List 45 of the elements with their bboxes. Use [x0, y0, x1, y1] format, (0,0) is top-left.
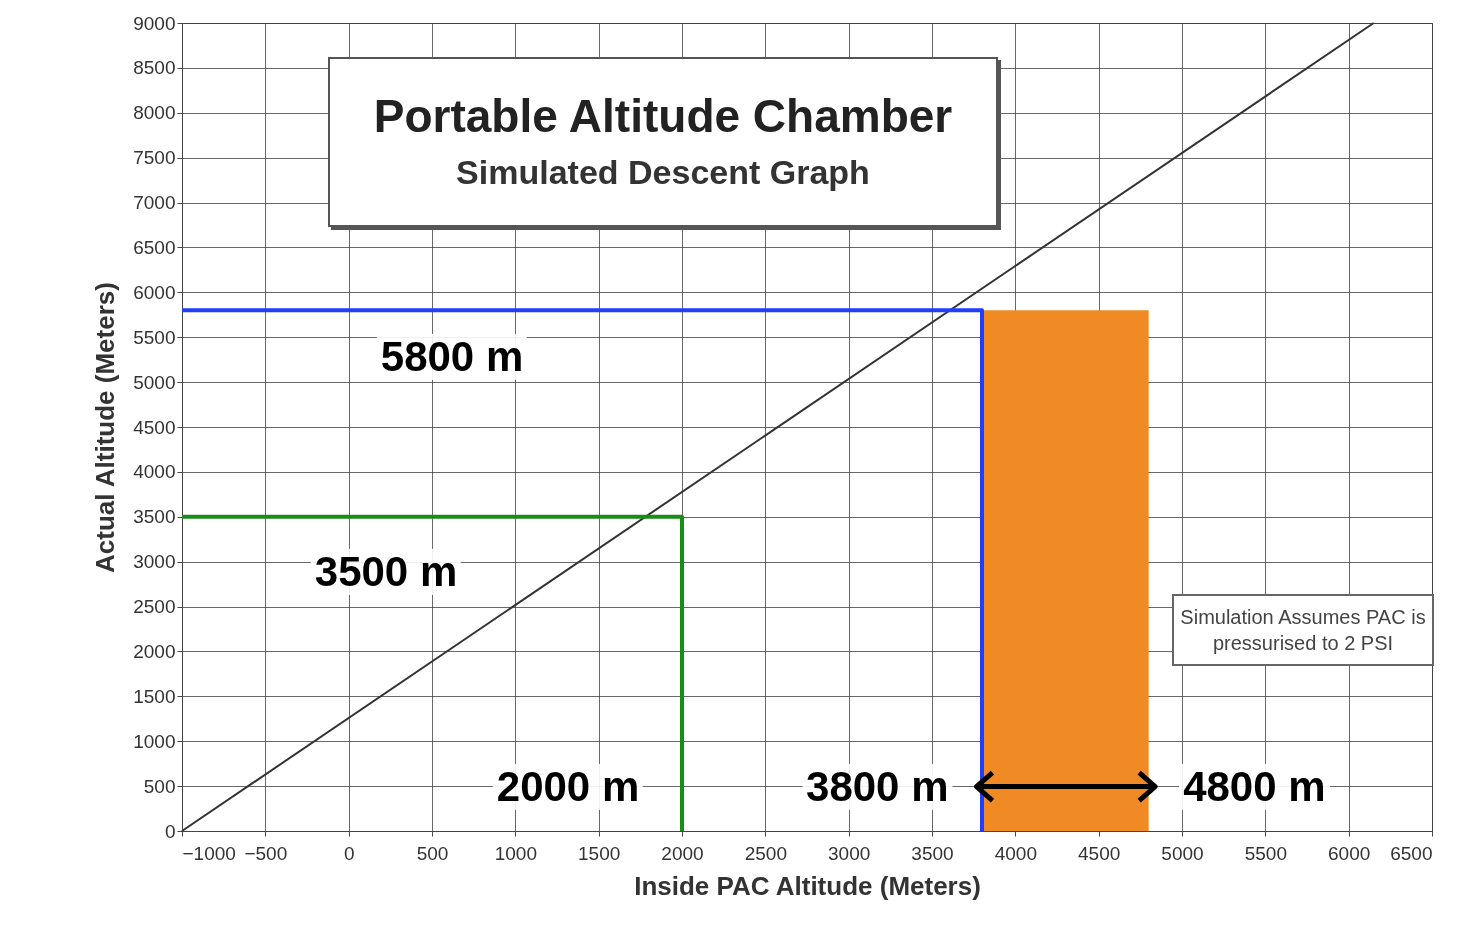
annotation: 3500 m [310, 547, 462, 596]
x-tick-label: 3500 [911, 842, 954, 864]
x-tick-label: 6000 [1328, 842, 1371, 864]
y-tick-label: 8000 [133, 102, 176, 124]
y-tick-label: 6000 [133, 281, 176, 303]
y-tick-label: 2500 [133, 596, 176, 618]
x-tick-label: −500 [244, 842, 288, 864]
x-tick-label: 2000 [661, 842, 704, 864]
y-tick-label: 7000 [133, 192, 176, 214]
y-tick-label: 3500 [133, 506, 176, 528]
x-tick-label: 6500 [1390, 842, 1433, 864]
y-tick-label: 4000 [133, 461, 176, 483]
x-tick-label: 1500 [578, 842, 621, 864]
y-tick-label: 500 [143, 775, 176, 797]
y-tick-label: 1000 [133, 730, 176, 752]
y-tick-label: 9000 [133, 12, 176, 34]
y-tick-label: 0 [164, 820, 176, 842]
annotation: Simulation Assumes PAC is pressurised to 2 PSI [1172, 594, 1434, 666]
y-tick-label: 1500 [133, 685, 176, 707]
text: Portable Altitude Chamber [372, 89, 954, 143]
x-tick-label: 4000 [994, 842, 1037, 864]
y-tick-label: 5500 [133, 326, 176, 348]
x-tick-label: −1000 [182, 842, 236, 864]
y-tick-label: 8500 [133, 57, 176, 79]
x-tick-label: 5500 [1244, 842, 1287, 864]
annotation: 2000 m [492, 762, 644, 811]
x-axis-title: Inside PAC Altitude (Meters) [634, 870, 981, 901]
y-tick-label: 4500 [133, 416, 176, 438]
x-tick-label: 500 [416, 842, 449, 864]
x-tick-label: 4500 [1078, 842, 1121, 864]
text: Simulated Descent Graph [455, 153, 871, 192]
x-tick-label: 0 [343, 842, 355, 864]
y-tick-label: 7500 [133, 147, 176, 169]
x-tick-label: 2500 [744, 842, 787, 864]
y-tick-label: 5000 [133, 371, 176, 393]
y-tick-label: 6500 [133, 236, 176, 258]
annotation: 4800 m [1179, 762, 1330, 810]
y-tick-label: 3000 [133, 551, 176, 573]
annotation: 5800 m [376, 332, 528, 381]
annotation: 3800 m [802, 762, 953, 810]
x-tick-label: 3000 [828, 842, 871, 864]
y-axis-title: Actual Altitude (Meters) [90, 282, 121, 573]
x-tick-label: 5000 [1161, 842, 1204, 864]
x-tick-label: 1000 [494, 842, 537, 864]
y-tick-label: 2000 [133, 640, 176, 662]
